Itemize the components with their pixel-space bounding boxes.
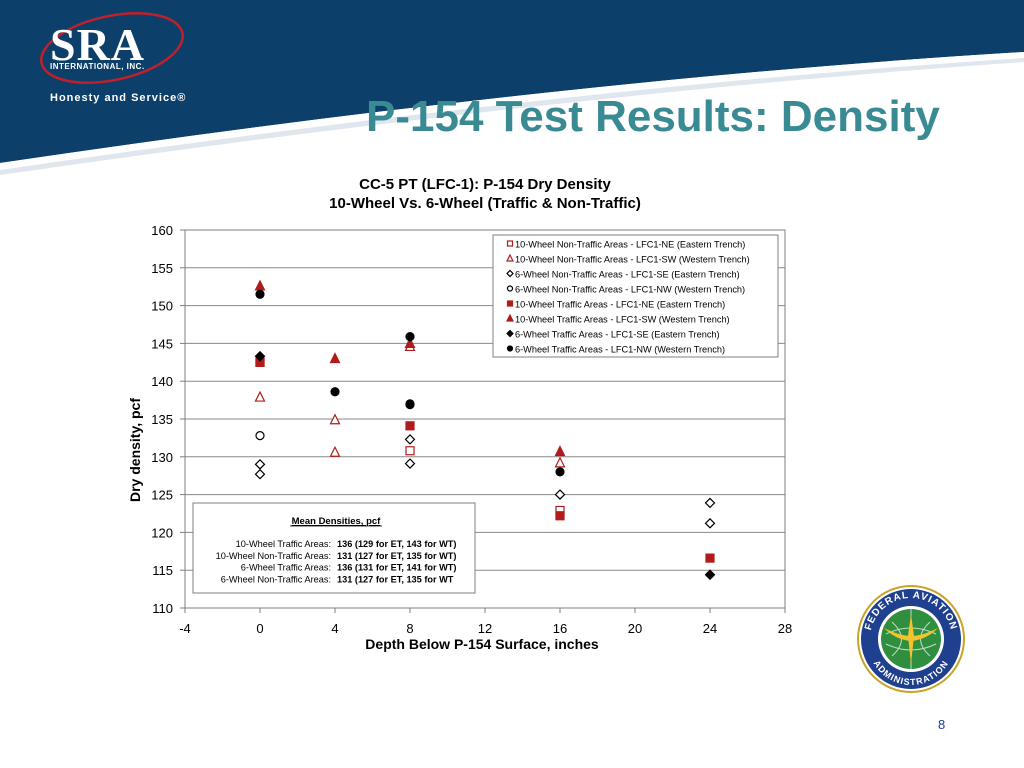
faa-seal-icon: FEDERAL AVIATION ADMINISTRATION xyxy=(857,585,965,693)
mean-density-label: 10-Wheel Traffic Areas: xyxy=(236,539,331,549)
data-point-series-6 xyxy=(254,279,266,291)
legend-marker xyxy=(506,313,514,322)
data-point-series-3 xyxy=(404,434,416,445)
data-point-series-7 xyxy=(704,569,716,581)
mean-densities-box xyxy=(192,502,476,594)
sra-logo-subtext: INTERNATIONAL, INC. xyxy=(50,62,145,71)
y-tick-label: 155 xyxy=(151,261,173,276)
y-tick-label: 130 xyxy=(151,450,173,465)
x-axis-label: Depth Below P-154 Surface, inches xyxy=(365,636,599,652)
legend-entry: 10-Wheel Non-Traffic Areas - LFC1-SW (We… xyxy=(515,255,750,265)
sra-logo: SRA xyxy=(50,19,146,70)
chart-legend xyxy=(492,234,779,358)
x-tick-label: -4 xyxy=(179,621,191,636)
data-point-series-8 xyxy=(405,331,415,342)
data-point-series-5 xyxy=(555,511,565,521)
legend-marker xyxy=(506,329,514,338)
chart-subtitle: 10-Wheel Vs. 6-Wheel (Traffic & Non-Traf… xyxy=(329,195,641,212)
x-tick-label: 8 xyxy=(406,621,413,636)
data-point-series-3 xyxy=(254,468,266,480)
data-point-series-6 xyxy=(329,352,341,364)
data-point-series-8 xyxy=(555,467,565,477)
data-point-series-3 xyxy=(404,458,416,469)
data-point-series-8 xyxy=(255,289,265,299)
data-point-series-4 xyxy=(255,431,265,441)
mean-density-value: 136 (131 for ET, 141 for WT) xyxy=(337,563,456,573)
legend-marker xyxy=(506,240,514,247)
data-point-series-3 xyxy=(254,459,266,470)
data-point-series-1 xyxy=(405,446,415,456)
y-tick-label: 115 xyxy=(152,563,173,578)
data-point-series-3 xyxy=(704,497,716,509)
y-tick-label: 150 xyxy=(151,299,173,314)
data-point-series-7 xyxy=(254,350,266,362)
y-axis-label: Dry density, pcf xyxy=(127,398,143,502)
legend-entry: 10-Wheel Traffic Areas - LFC1-NE (Easter… xyxy=(515,300,725,310)
legend-marker xyxy=(506,345,514,352)
data-point-series-6 xyxy=(554,445,566,457)
x-tick-label: 24 xyxy=(703,621,717,636)
legend-marker xyxy=(506,269,514,278)
y-tick-label: 125 xyxy=(151,488,173,503)
legend-marker xyxy=(506,253,514,262)
y-tick-label: 135 xyxy=(151,412,173,427)
data-point-series-2 xyxy=(554,456,566,468)
legend-entry: 6-Wheel Traffic Areas - LFC1-SE (Eastern… xyxy=(515,330,720,340)
y-tick-label: 110 xyxy=(152,601,173,616)
data-point-series-2 xyxy=(329,413,341,425)
mean-density-value: 131 (127 for ET, 135 for WT) xyxy=(337,551,456,561)
x-tick-label: 4 xyxy=(331,621,338,636)
mean-density-label: 10-Wheel Non-Traffic Areas: xyxy=(216,551,331,561)
y-tick-label: 145 xyxy=(151,336,173,351)
y-tick-label: 120 xyxy=(151,525,173,540)
x-tick-label: 0 xyxy=(256,621,263,636)
data-point-series-8 xyxy=(405,400,415,410)
y-tick-label: 160 xyxy=(151,223,173,238)
mean-density-label: 6-Wheel Traffic Areas: xyxy=(241,563,331,573)
legend-marker xyxy=(506,285,514,292)
legend-entry: 6-Wheel Non-Traffic Areas - LFC1-SE (Eas… xyxy=(515,270,740,280)
mean-density-value: 131 (127 for ET, 135 for WT xyxy=(337,574,454,584)
data-point-series-2 xyxy=(329,445,341,457)
legend-marker xyxy=(506,300,514,307)
chart-title: CC-5 PT (LFC-1): P-154 Dry Density xyxy=(359,176,611,193)
slide-title: P-154 Test Results: Density xyxy=(366,92,940,141)
legend-entry: 10-Wheel Traffic Areas - LFC1-SW (Wester… xyxy=(515,315,730,325)
header-band xyxy=(0,0,1024,175)
page-number: 8 xyxy=(938,717,946,732)
data-point-series-3 xyxy=(704,517,716,529)
legend-entry: 10-Wheel Non-Traffic Areas - LFC1-NE (Ea… xyxy=(515,240,745,250)
data-point-series-8 xyxy=(330,387,340,397)
x-tick-label: 28 xyxy=(778,621,792,636)
legend-entry: 6-Wheel Non-Traffic Areas - LFC1-NW (Wes… xyxy=(515,285,745,295)
mean-density-value: 136 (129 for ET, 143 for WT) xyxy=(337,539,456,549)
data-point-series-6 xyxy=(404,337,416,348)
x-tick-label: 20 xyxy=(628,621,642,636)
y-tick-label: 140 xyxy=(151,374,173,389)
x-tick-label: 12 xyxy=(478,621,492,636)
x-tick-label: 16 xyxy=(553,621,567,636)
legend-entry: 6-Wheel Traffic Areas - LFC1-NW (Western… xyxy=(515,345,725,355)
data-point-series-5 xyxy=(405,421,415,431)
data-point-series-3 xyxy=(554,489,566,500)
data-point-series-2 xyxy=(254,390,266,402)
mean-density-label: 6-Wheel Non-Traffic Areas: xyxy=(221,574,331,584)
tagline: Honesty and Service® xyxy=(50,92,187,104)
mean-densities-title: Mean Densities, pcf xyxy=(292,516,382,527)
data-point-series-5 xyxy=(705,553,715,563)
